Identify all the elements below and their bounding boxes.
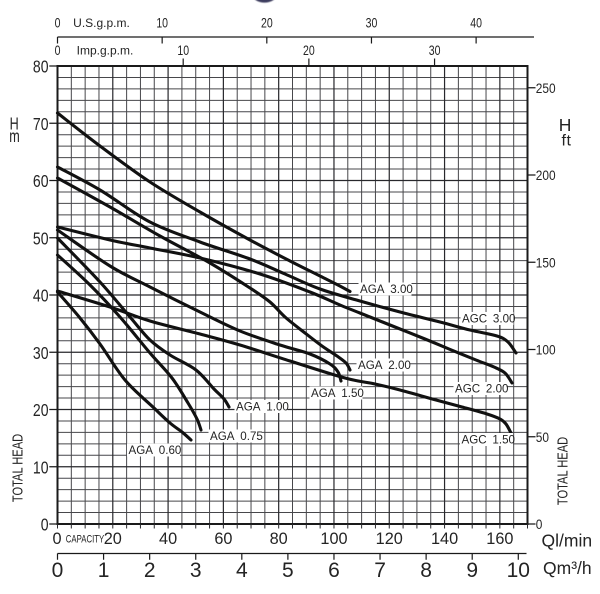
- svg-text:0: 0: [536, 516, 543, 532]
- svg-text:AGC 2.00: AGC 2.00: [455, 383, 509, 396]
- svg-text:40: 40: [33, 286, 49, 306]
- svg-text:7: 7: [374, 559, 386, 582]
- svg-text:40: 40: [159, 530, 177, 548]
- svg-text:60: 60: [214, 530, 232, 548]
- svg-text:3: 3: [190, 559, 202, 582]
- svg-text:80: 80: [270, 530, 288, 548]
- svg-text:Qm³/h: Qm³/h: [543, 558, 592, 578]
- svg-text:H: H: [559, 115, 572, 135]
- svg-text:AGA 0.75: AGA 0.75: [210, 430, 263, 443]
- svg-text:10: 10: [156, 15, 168, 31]
- svg-text:CAPACITY: CAPACITY: [66, 533, 105, 546]
- svg-text:100: 100: [536, 342, 556, 358]
- svg-text:100: 100: [320, 530, 347, 548]
- svg-text:0: 0: [52, 530, 61, 548]
- svg-text:4: 4: [236, 559, 248, 582]
- svg-text:30: 30: [366, 15, 378, 31]
- svg-text:140: 140: [431, 530, 458, 548]
- svg-text:10: 10: [177, 43, 189, 59]
- svg-text:Ql/min: Ql/min: [542, 531, 593, 551]
- svg-text:6: 6: [328, 559, 340, 582]
- svg-text:0: 0: [55, 43, 61, 59]
- svg-text:20: 20: [33, 400, 49, 420]
- svg-text:150: 150: [536, 254, 556, 270]
- svg-text:20: 20: [303, 43, 315, 59]
- svg-text:AGA 0.60: AGA 0.60: [129, 444, 182, 457]
- svg-text:ft: ft: [561, 133, 571, 150]
- svg-text:1: 1: [98, 559, 110, 582]
- svg-text:40: 40: [470, 15, 482, 31]
- svg-text:TOTAL HEAD: TOTAL HEAD: [9, 434, 26, 502]
- svg-text:AGC 1.50: AGC 1.50: [462, 434, 516, 447]
- svg-text:AGC 3.00: AGC 3.00: [462, 313, 516, 326]
- svg-text:20: 20: [261, 15, 273, 31]
- svg-text:30: 30: [33, 343, 49, 363]
- svg-text:10: 10: [33, 458, 49, 478]
- svg-text:120: 120: [376, 530, 403, 548]
- svg-text:2: 2: [144, 559, 156, 582]
- svg-text:TOTAL HEAD: TOTAL HEAD: [554, 437, 571, 505]
- svg-text:8: 8: [420, 559, 432, 582]
- svg-text:200: 200: [536, 167, 556, 183]
- svg-text:80: 80: [33, 57, 49, 77]
- svg-text:5: 5: [282, 559, 294, 582]
- svg-text:250: 250: [536, 80, 556, 96]
- svg-text:160: 160: [486, 530, 513, 548]
- svg-text:m: m: [9, 127, 19, 147]
- svg-text:AGA 1.50: AGA 1.50: [311, 387, 364, 400]
- svg-text:U.S.g.p.m.: U.S.g.p.m.: [73, 16, 130, 30]
- svg-text:60: 60: [33, 171, 49, 191]
- svg-text:20: 20: [104, 530, 122, 548]
- svg-text:50: 50: [536, 429, 549, 445]
- svg-text:AGA 1.00: AGA 1.00: [236, 401, 289, 414]
- svg-text:0: 0: [52, 559, 64, 582]
- svg-text:AGA 3.00: AGA 3.00: [360, 283, 413, 296]
- svg-text:H: H: [10, 115, 19, 135]
- svg-text:9: 9: [466, 559, 478, 582]
- svg-text:Imp.g.p.m.: Imp.g.p.m.: [77, 44, 134, 58]
- svg-text:50: 50: [33, 229, 49, 249]
- svg-text:AGA 2.00: AGA 2.00: [358, 359, 411, 372]
- svg-text:70: 70: [33, 114, 49, 134]
- svg-text:10: 10: [507, 559, 530, 582]
- svg-text:30: 30: [429, 43, 441, 59]
- svg-text:0: 0: [41, 515, 49, 535]
- svg-text:0: 0: [55, 15, 61, 31]
